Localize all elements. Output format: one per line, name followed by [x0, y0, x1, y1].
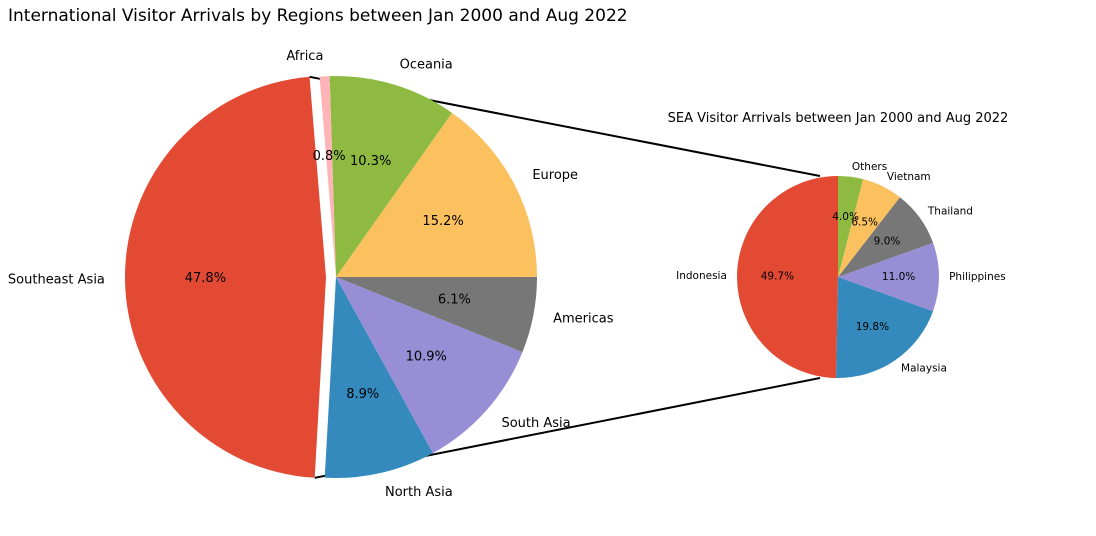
main-slice-south-asia [336, 277, 523, 454]
main-slice-southeast-asia [125, 76, 327, 478]
main-pct-south-asia: 10.9% [406, 350, 447, 365]
sea-slice-others [838, 176, 864, 277]
main-slice-europe [336, 112, 537, 277]
main-label-europe: Europe [532, 168, 578, 183]
sea-pct-others: 4.0% [832, 211, 859, 223]
main-slice-africa [319, 76, 336, 277]
main-pct-americas: 6.1% [438, 292, 471, 307]
sea-label-vietnam: Vietnam [887, 171, 931, 183]
main-pct-oceania: 10.3% [350, 154, 391, 169]
main-slice-north-asia [324, 277, 433, 478]
sea-label-others: Others [852, 161, 887, 173]
main-label-southeast-asia: Southeast Asia [8, 272, 105, 287]
sea-pct-vietnam: 6.5% [851, 217, 878, 229]
main-slice-oceania [329, 75, 453, 277]
sea-chart-title: SEA Visitor Arrivals between Jan 2000 an… [668, 111, 1009, 126]
sea-slice-thailand [838, 197, 934, 277]
sea-label-indonesia: Indonesia [676, 270, 727, 282]
sea-pct-thailand: 9.0% [874, 235, 901, 247]
sea-pie: Indonesia 49.7% Malaysia 19.8% Philippines 11… [676, 161, 1006, 378]
main-pie: Southeast Asia 47.8% North Asia 8.9% South A… [8, 49, 614, 500]
main-pct-north-asia: 8.9% [346, 387, 379, 402]
main-label-north-asia: North Asia [385, 485, 453, 500]
main-pct-europe: 15.2% [422, 214, 463, 229]
main-label-africa: Africa [286, 49, 323, 64]
main-chart-title: International Visitor Arrivals by Region… [8, 6, 628, 26]
sea-label-philippines: Philippines [949, 271, 1006, 283]
sea-slice-philippines [838, 242, 939, 312]
sea-slice-malaysia [836, 277, 934, 378]
main-label-south-asia: South Asia [501, 416, 570, 431]
main-pct-southeast-asia: 47.8% [185, 271, 226, 286]
sea-slice-indonesia [736, 175, 838, 378]
sea-label-thailand: Thailand [927, 206, 973, 218]
main-label-americas: Americas [553, 312, 614, 327]
sea-label-malaysia: Malaysia [901, 362, 947, 374]
sea-pct-indonesia: 49.7% [761, 270, 794, 282]
sea-slice-vietnam [838, 179, 900, 277]
sea-pct-philippines: 11.0% [882, 271, 915, 283]
main-label-oceania: Oceania [400, 58, 453, 73]
main-slice-americas [336, 276, 538, 353]
main-pct-africa: 0.8% [313, 149, 346, 164]
sea-pct-malaysia: 19.8% [856, 321, 889, 333]
